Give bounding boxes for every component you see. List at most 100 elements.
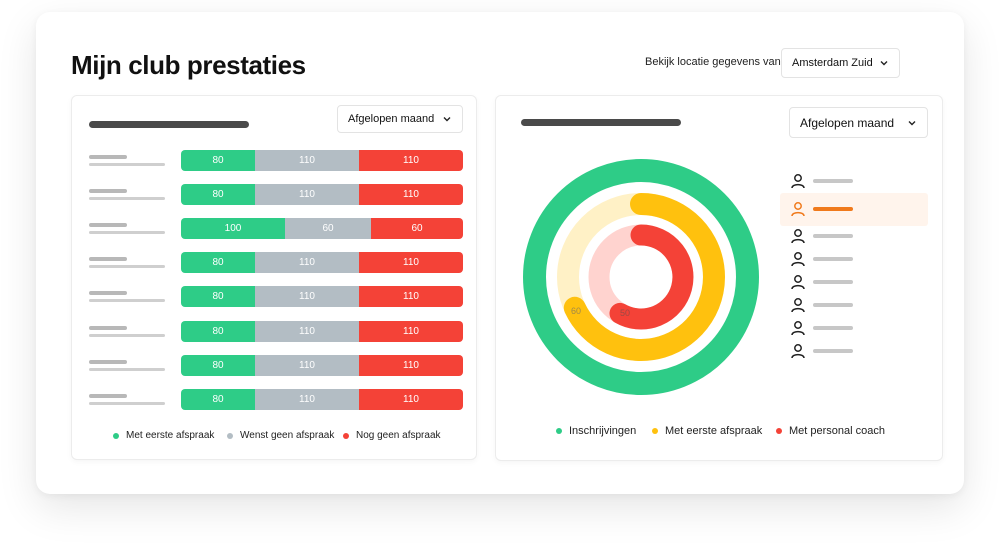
legend-item: Nog geen afspraak [343,430,441,441]
stacked-bar[interactable]: 80 110 110 [181,354,463,376]
ring-eerste-afspraak [563,193,725,361]
stacked-bar[interactable]: 80 110 110 [181,252,463,274]
ring-middle-remaining-label: 60 [571,306,581,316]
row-sublabel-placeholder [89,163,165,166]
bar-segment-red: 60 [371,218,463,240]
row-sublabel-placeholder [89,367,165,371]
legend-dot [343,432,349,439]
location-dropdown[interactable]: Amsterdam Zuid [781,48,900,78]
stacked-bar[interactable]: 80 110 110 [181,320,463,342]
legend-label: Wenst geen afspraak [240,430,335,441]
bar-segment-red: 110 [359,320,463,342]
stacked-bar[interactable]: 100 60 60 [181,218,463,240]
bar-segment-red: 110 [359,286,463,308]
legend-label: Inschrijvingen [569,425,637,437]
legend-dot [227,432,233,439]
period-dropdown-value: Afgelopen maand [348,113,435,125]
legend-item: Met personal coach [776,425,885,437]
legend-item: Met eerste afspraak [652,425,762,437]
row-sublabel-placeholder [89,401,165,405]
bar-segment-green: 80 [181,150,255,171]
ring-inschrijvingen [523,159,759,395]
person-name-placeholder [813,326,853,330]
row-label-placeholder [89,257,127,262]
bar-segment-red: 110 [359,354,463,376]
bar-segment-green: 80 [181,286,255,308]
person-name-placeholder [813,280,853,284]
selected-person-highlight [780,193,928,226]
legend-dot [556,428,562,434]
row-label-placeholder [89,223,127,228]
person-icon[interactable] [790,228,806,244]
person-name-placeholder [813,303,853,307]
row-label-placeholder [89,325,127,330]
person-name-placeholder [813,234,853,238]
person-icon[interactable] [790,201,806,217]
row-sublabel-placeholder [89,333,165,337]
bar-segment-green: 80 [181,184,255,206]
legend-label: Met personal coach [789,425,885,437]
page-title: Mijn club prestaties [71,50,306,80]
bar-segment-grey: 110 [255,286,359,308]
bar-segment-grey: 110 [255,184,359,206]
stacked-bar[interactable]: 80 110 110 [181,388,463,410]
legend-label: Met eerste afspraak [126,430,215,441]
panel-title-placeholder [521,119,681,126]
legend-item: Inschrijvingen [556,425,636,437]
chevron-down-icon [443,117,451,122]
chevron-down-icon [880,61,888,66]
bar-segment-grey: 110 [255,252,359,274]
row-label-placeholder [89,291,127,296]
bar-segment-grey: 110 [255,150,359,171]
legend-label: Met eerste afspraak [665,425,763,437]
person-icon[interactable] [790,320,806,336]
bar-segment-grey: 110 [255,354,359,376]
bar-segment-green: 80 [181,252,255,274]
legend-dot [652,428,658,434]
stacked-bar[interactable]: 80 110 110 [181,184,463,206]
row-label-placeholder [89,359,127,364]
person-name-placeholder [813,257,853,261]
bar-segment-green: 80 [181,354,255,376]
person-name-placeholder [813,207,853,211]
bar-segment-green: 80 [181,388,255,410]
period-dropdown-right[interactable]: Afgelopen maand [789,107,928,138]
row-label-placeholder [89,393,127,398]
bar-segment-red: 110 [359,388,463,410]
bar-segment-grey: 110 [255,388,359,410]
ring-chart: 60 50 [523,159,759,395]
row-sublabel-placeholder [89,299,165,303]
period-dropdown-left[interactable]: Afgelopen maand [337,105,463,133]
panel-title-placeholder [89,121,249,128]
bar-segment-grey: 60 [285,218,371,240]
bar-segment-red: 110 [359,184,463,206]
bar-segment-green: 80 [181,320,255,342]
row-label-placeholder [89,189,127,194]
period-dropdown-value: Afgelopen maand [800,115,895,130]
bar-segment-grey: 110 [255,320,359,342]
chevron-down-icon [908,120,916,125]
legend-item: Met eerste afspraak [113,430,214,441]
location-dropdown-value: Amsterdam Zuid [792,57,873,69]
ring-inner-remaining-label: 50 [620,308,630,318]
person-icon[interactable] [790,297,806,313]
person-icon[interactable] [790,343,806,359]
legend-item: Wenst geen afspraak [227,430,334,441]
bar-segment-green: 100 [181,218,285,240]
location-label: Bekijk locatie gegevens van [645,56,781,68]
row-sublabel-placeholder [89,231,165,235]
person-icon[interactable] [790,251,806,267]
person-name-placeholder [813,179,853,183]
legend-dot [113,432,119,439]
bar-segment-red: 110 [359,252,463,274]
person-name-placeholder [813,349,853,353]
row-label-placeholder [89,155,127,159]
ring-personal-coach [609,224,694,330]
row-sublabel-placeholder [89,265,165,269]
stacked-bar[interactable]: 80 110 110 [181,150,463,171]
stacked-bar[interactable]: 80 110 110 [181,286,463,308]
person-icon[interactable] [790,274,806,290]
legend-dot [776,428,782,434]
person-icon[interactable] [790,173,806,189]
legend-label: Nog geen afspraak [356,430,441,441]
